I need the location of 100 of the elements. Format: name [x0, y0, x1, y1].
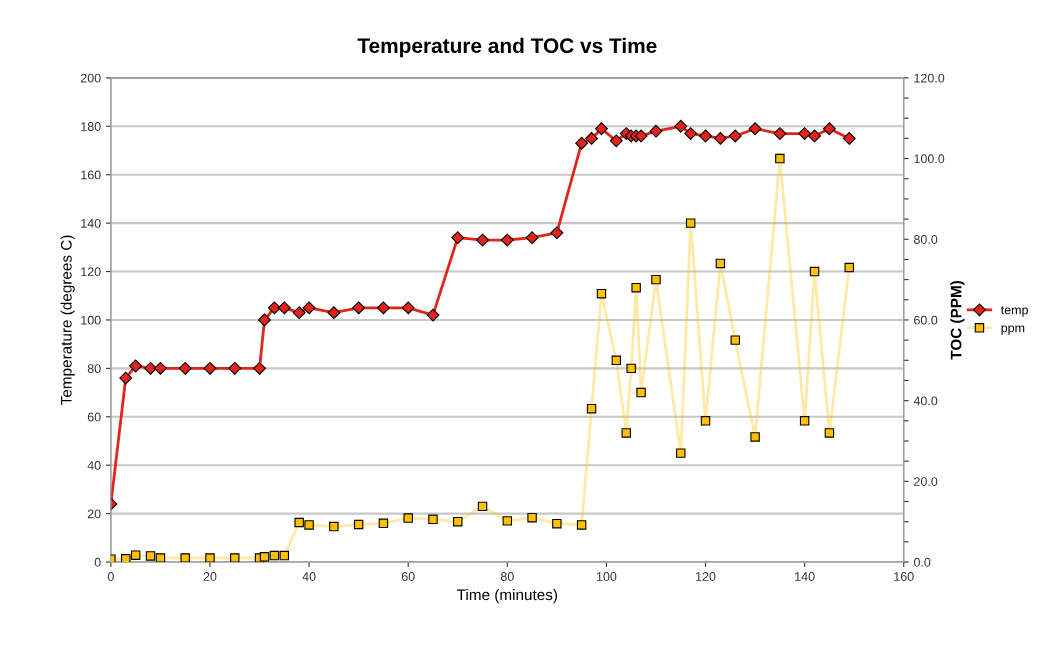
point	[842, 131, 856, 145]
point	[205, 553, 215, 563]
point	[403, 513, 413, 523]
point	[611, 355, 622, 366]
point	[649, 124, 663, 138]
point	[552, 518, 562, 529]
point	[808, 129, 821, 143]
point	[799, 416, 810, 426]
x-tick-label: 60	[401, 572, 415, 581]
point	[809, 266, 820, 277]
x-tick-label: 80	[500, 572, 514, 581]
y-tick-label: 100	[81, 315, 101, 325]
x-tick-label: 140	[795, 572, 815, 581]
legend-label: ppm	[1001, 325, 1025, 335]
point	[476, 233, 489, 247]
point	[775, 153, 785, 164]
x-tick-label: 20	[203, 572, 217, 581]
point	[477, 501, 488, 512]
point	[267, 301, 281, 315]
point	[595, 122, 608, 136]
point	[203, 361, 217, 375]
point	[145, 551, 156, 561]
point	[728, 129, 742, 143]
point	[596, 289, 607, 299]
y2-axis-title: TOC (PPM)	[950, 280, 965, 360]
point	[773, 127, 787, 141]
point	[699, 129, 712, 143]
y2-tick-label: 20.0	[914, 477, 938, 486]
point	[121, 554, 131, 563]
y2-tick-label: 80.0	[914, 235, 938, 244]
y2-tick-label: 120.0	[914, 73, 945, 83]
point	[155, 553, 166, 563]
point	[585, 131, 599, 145]
point	[228, 361, 242, 375]
point	[502, 516, 513, 526]
point	[822, 122, 836, 136]
point	[180, 553, 190, 563]
point	[178, 361, 192, 375]
x-tick-label: 0	[107, 572, 114, 581]
y-tick-label: 40	[87, 461, 101, 470]
point	[292, 306, 306, 320]
y2-tick-label: 100.0	[914, 154, 945, 164]
point	[634, 129, 648, 143]
point	[353, 519, 364, 530]
point	[684, 127, 698, 141]
point	[130, 550, 141, 560]
point	[844, 262, 854, 273]
point	[824, 428, 835, 438]
point	[730, 335, 740, 345]
y-tick-label: 20	[87, 509, 101, 519]
point	[527, 512, 537, 523]
y-tick-label: 180	[81, 122, 101, 131]
x-tick-label: 100	[596, 572, 617, 581]
point	[676, 448, 686, 458]
point	[327, 306, 341, 320]
point	[713, 131, 727, 145]
point	[269, 550, 280, 561]
point	[129, 359, 143, 373]
point	[259, 552, 270, 562]
point	[302, 301, 316, 315]
point	[586, 403, 597, 414]
point	[329, 521, 339, 532]
point	[500, 233, 514, 247]
point	[119, 371, 133, 385]
point	[621, 428, 631, 438]
y-tick-label: 0	[94, 557, 101, 567]
point	[279, 550, 290, 561]
point	[674, 119, 688, 133]
point	[401, 301, 415, 315]
point	[451, 231, 465, 245]
point	[258, 313, 271, 327]
point	[715, 258, 726, 269]
point	[376, 301, 390, 315]
y-tick-label: 60	[87, 412, 101, 422]
point	[294, 517, 304, 528]
point	[626, 363, 636, 374]
y-tick-label: 140	[81, 218, 101, 228]
x-tick-label: 120	[696, 572, 716, 581]
point	[428, 514, 438, 524]
point	[798, 127, 812, 141]
point	[277, 301, 291, 315]
y-tick-label: 160	[81, 170, 101, 180]
point	[576, 520, 587, 530]
point	[748, 122, 762, 136]
point	[453, 516, 463, 527]
point	[378, 518, 389, 529]
y2-tick-label: 40.0	[913, 396, 938, 406]
point	[700, 416, 711, 426]
y-tick-label: 120	[81, 267, 101, 277]
point	[575, 136, 589, 150]
point	[651, 274, 661, 285]
y-axis-title: Temperature (degrees C)	[60, 235, 75, 405]
y-tick-label: 200	[80, 73, 101, 83]
point	[426, 308, 440, 322]
point	[750, 432, 760, 442]
point	[253, 361, 266, 375]
x-tick-label: 160	[894, 572, 914, 581]
point	[525, 231, 539, 245]
chart-title: Temperature and TOC vs Time	[357, 37, 657, 58]
point	[230, 553, 240, 563]
